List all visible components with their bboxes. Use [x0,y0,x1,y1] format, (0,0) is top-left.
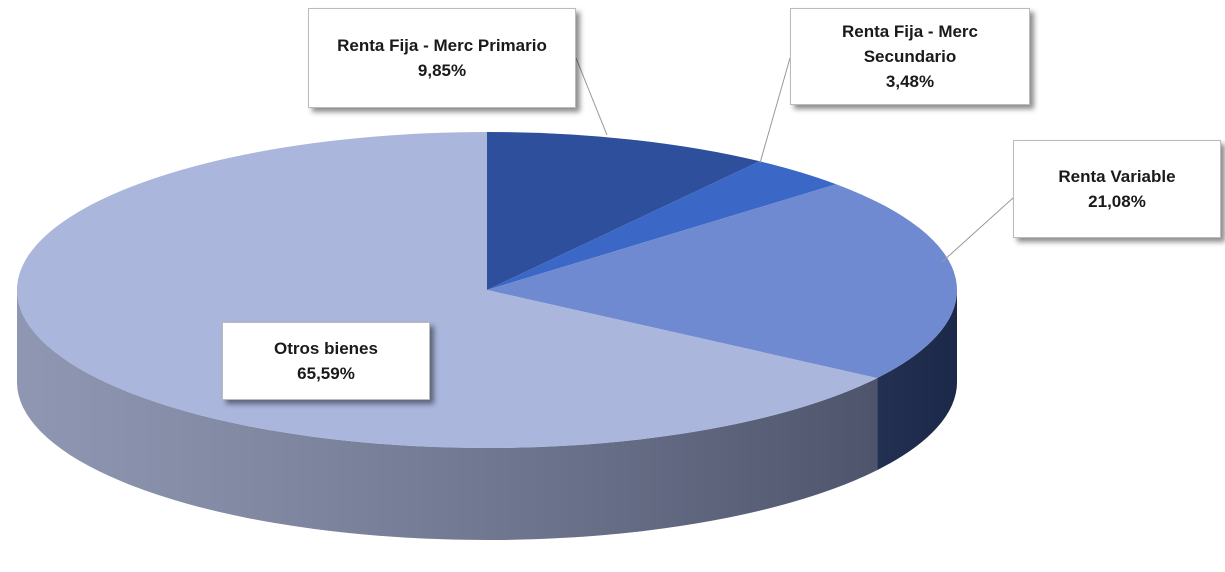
leader-line [941,197,1014,263]
label-value: 9,85% [417,61,467,80]
leader-line [759,57,791,164]
data-label: Renta Variable 21,08% [1013,140,1221,238]
slice [487,184,957,379]
slice [487,161,837,290]
data-label: Otros bienes 65,59% [222,322,430,400]
label-name: Renta Fija - Merc Secundario [841,22,979,66]
leader-line [575,57,608,136]
label-name: Renta Fija - Merc Primario [337,36,547,55]
data-label: Renta Fija - Merc Secundario 3,48% [790,8,1030,105]
side-shade [17,290,957,540]
label-value: 21,08% [1088,192,1146,211]
label-value: 3,48% [885,72,935,91]
slice [487,132,760,290]
label-name: Renta Variable [1058,167,1176,186]
label-name: Otros bienes [274,339,378,358]
label-value: 65,59% [297,364,355,383]
data-label: Renta Fija - Merc Primario 9,85% [308,8,576,108]
